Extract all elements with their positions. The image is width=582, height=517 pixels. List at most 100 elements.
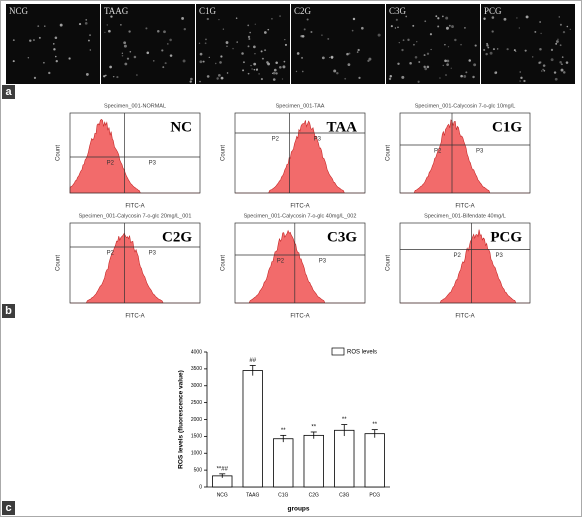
cell-dot xyxy=(254,23,256,25)
cell-dot xyxy=(557,38,559,41)
cell-dot xyxy=(416,41,418,43)
micrograph xyxy=(386,4,480,84)
cell-dot xyxy=(465,71,468,74)
cell-dot xyxy=(54,36,58,40)
cell-dot xyxy=(489,51,493,55)
cell-dot xyxy=(448,24,451,27)
cell-dot xyxy=(189,80,192,83)
panel-label: a xyxy=(5,86,12,98)
cell-dot xyxy=(446,59,450,63)
cell-dot xyxy=(254,52,256,55)
cell-dot xyxy=(225,41,229,44)
micrograph-label: NCG xyxy=(9,6,29,16)
cell-dot xyxy=(445,74,447,76)
cell-dot xyxy=(300,35,303,38)
cell-dot xyxy=(550,48,554,51)
cell-dot xyxy=(199,60,203,64)
cell-dot xyxy=(542,68,544,71)
cell-dot xyxy=(414,55,418,59)
cell-dot xyxy=(272,71,276,75)
cell-dot xyxy=(247,35,251,39)
cell-dot xyxy=(426,65,430,69)
cell-dot xyxy=(208,56,210,58)
cell-dot xyxy=(445,16,449,20)
cell-dot xyxy=(226,72,229,74)
cell-dot xyxy=(336,72,339,75)
y-tick-label: 3500 xyxy=(191,366,202,372)
specimen-title: Specimen_001-NORMAL xyxy=(104,103,166,109)
gate-label: P2 xyxy=(434,149,442,155)
cell-dot xyxy=(232,47,234,50)
x-tick-label: TAAG xyxy=(246,492,259,498)
cell-dot xyxy=(460,43,462,46)
cell-dot xyxy=(534,30,537,33)
micrograph-label: PCG xyxy=(484,6,502,16)
cell-dot xyxy=(282,65,286,69)
significance: ** xyxy=(281,428,286,434)
cell-dot xyxy=(559,23,562,26)
cell-dot xyxy=(263,31,267,34)
cell-dot xyxy=(163,30,166,34)
cell-dot xyxy=(417,80,420,83)
micrograph-label: C1G xyxy=(199,6,217,16)
micrograph-label: C2G xyxy=(294,6,312,16)
cell-dot xyxy=(368,57,372,61)
cell-dot xyxy=(279,66,282,69)
cell-dot xyxy=(423,65,426,69)
cell-dot xyxy=(247,24,250,27)
cell-dot xyxy=(439,77,441,79)
cell-dot xyxy=(205,38,207,41)
cell-dot xyxy=(296,52,300,55)
plot-frame xyxy=(399,112,531,194)
cell-dot xyxy=(542,64,546,67)
cell-dot xyxy=(474,44,477,47)
legend-swatch xyxy=(331,347,345,356)
cell-dot xyxy=(556,40,559,43)
x-tick-label: PCG xyxy=(369,492,380,498)
plot-frame xyxy=(69,222,201,304)
cell-dot xyxy=(88,39,90,42)
x-axis-label: FITC-A xyxy=(455,204,474,210)
cell-dot xyxy=(445,26,449,30)
cell-dot xyxy=(524,49,527,52)
cell-dot xyxy=(397,62,400,66)
cell-dot xyxy=(539,21,541,23)
micrograph-label: TAAG xyxy=(104,6,129,16)
cell-dot xyxy=(219,61,222,64)
cell-dot xyxy=(347,63,351,66)
x-axis-title: groups xyxy=(287,506,309,513)
cell-dot xyxy=(59,23,63,27)
cell-dot xyxy=(53,48,56,51)
cell-dot xyxy=(235,17,238,19)
cell-dot xyxy=(310,30,313,33)
gate-label: P2 xyxy=(107,161,115,167)
cell-dot xyxy=(182,59,186,63)
cell-dot xyxy=(569,28,571,30)
micrograph xyxy=(291,4,385,84)
bar xyxy=(334,429,355,488)
group-label: C2G xyxy=(162,229,192,245)
micrograph xyxy=(6,4,100,84)
cell-dot xyxy=(123,41,127,45)
group-label: PCG xyxy=(490,229,522,245)
cell-dot xyxy=(423,54,426,57)
cell-dot xyxy=(561,63,563,65)
cell-dot xyxy=(116,76,119,79)
cell-dot xyxy=(301,56,304,59)
cell-dot xyxy=(220,55,223,58)
cell-dot xyxy=(222,28,225,30)
cell-dot xyxy=(525,15,529,19)
y-tick-label: 500 xyxy=(194,467,203,473)
cell-dot xyxy=(89,34,91,36)
y-axis-label: Count xyxy=(56,145,62,161)
cell-dot xyxy=(539,47,542,51)
cell-dot xyxy=(447,46,450,48)
cell-dot xyxy=(464,27,466,29)
plot-frame xyxy=(399,222,531,304)
cell-dot xyxy=(561,56,564,58)
bar xyxy=(303,434,324,488)
cell-dot xyxy=(241,52,244,55)
cell-dot xyxy=(128,30,131,33)
cell-dot xyxy=(167,43,169,45)
cell-dot xyxy=(401,48,404,52)
